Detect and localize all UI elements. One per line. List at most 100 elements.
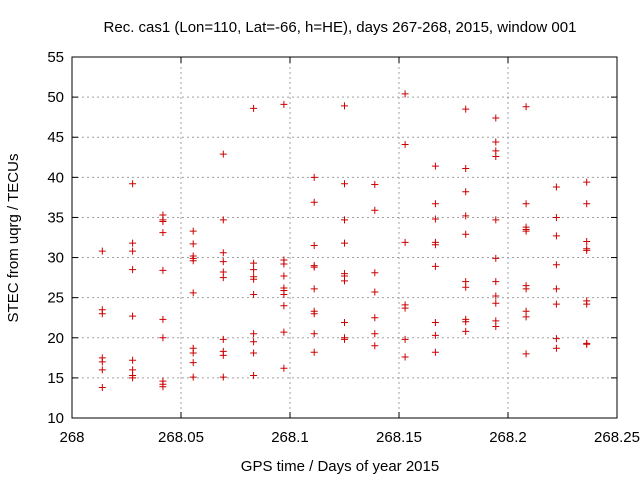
data-point (159, 334, 167, 342)
data-point (371, 206, 379, 214)
data-point (462, 188, 470, 196)
data-point (462, 318, 470, 326)
data-point (310, 285, 318, 293)
data-point (310, 173, 318, 181)
data-point (280, 328, 288, 336)
data-point (462, 165, 470, 173)
data-point (431, 200, 439, 208)
data-point (401, 335, 409, 343)
data-point (401, 238, 409, 246)
data-point (98, 247, 106, 255)
data-point (583, 238, 591, 246)
data-point (129, 356, 137, 364)
data-point (219, 216, 227, 224)
data-point (552, 335, 560, 343)
data-point (371, 314, 379, 322)
data-point (522, 200, 530, 208)
data-point (310, 330, 318, 338)
data-point (522, 227, 530, 235)
x-tick-label: 268.05 (158, 429, 204, 446)
data-point (341, 277, 348, 285)
axis-ticks (71, 56, 618, 419)
data-point (552, 232, 560, 240)
data-point (159, 266, 167, 274)
data-point (250, 349, 258, 357)
data-point (129, 374, 137, 382)
data-point (129, 239, 137, 247)
data-point (492, 254, 500, 262)
data-point (552, 285, 560, 293)
data-point (189, 359, 197, 367)
y-tick-label: 50 (47, 89, 64, 106)
data-point (129, 312, 137, 320)
data-point (462, 105, 470, 113)
data-point (371, 181, 379, 189)
data-point (280, 364, 288, 372)
data-point (552, 344, 560, 352)
data-point (431, 262, 439, 270)
data-point (341, 319, 348, 327)
data-point (250, 266, 258, 274)
data-point (310, 348, 318, 356)
data-point (159, 229, 167, 237)
data-point (583, 246, 591, 254)
data-point (280, 260, 288, 268)
tick-labels: 268 268.05 268.1 268.15 268.2 268.25 10 15 20 25 3… (47, 49, 640, 446)
data-point (583, 300, 591, 308)
data-point (341, 335, 348, 343)
data-point (462, 230, 470, 238)
data-point (431, 319, 439, 327)
data-point (189, 289, 197, 297)
data-point (462, 327, 470, 335)
data-point (401, 353, 409, 361)
data-point (371, 342, 379, 350)
data-point (219, 335, 227, 343)
chart-title: Rec. cas1 (Lon=110, Lat=-66, h=HE), days… (104, 19, 577, 36)
grid-lines (72, 57, 617, 418)
data-point (98, 384, 106, 392)
data-point (341, 239, 348, 247)
data-point (522, 350, 530, 358)
data-point (189, 227, 197, 235)
data-point (462, 283, 470, 291)
data-point (310, 263, 318, 271)
data-point (189, 349, 197, 357)
data-point (310, 198, 318, 206)
y-tick-label: 20 (47, 330, 64, 347)
y-tick-label: 35 (47, 209, 64, 226)
data-point (159, 383, 167, 391)
y-tick-label: 30 (47, 250, 64, 267)
data-point (431, 331, 439, 339)
y-tick-label: 15 (47, 370, 64, 387)
data-points (98, 90, 591, 392)
data-point (98, 310, 106, 318)
data-point (250, 338, 258, 346)
data-point (492, 114, 500, 122)
y-tick-label: 25 (47, 290, 64, 307)
data-point (431, 348, 439, 356)
y-axis-label: STEC from uqrg / TECUs (5, 154, 22, 323)
data-point (583, 200, 591, 208)
x-tick-label: 268 (59, 429, 84, 446)
data-point (371, 288, 379, 296)
data-point (371, 269, 379, 277)
data-point (250, 104, 258, 112)
y-tick-label: 40 (47, 169, 64, 186)
data-point (401, 304, 409, 312)
data-point (371, 330, 379, 338)
data-point (159, 315, 167, 323)
x-tick-label: 268.25 (594, 429, 640, 446)
data-point (552, 300, 560, 308)
y-tick-label: 45 (47, 129, 64, 146)
data-point (583, 340, 591, 348)
data-point (250, 371, 258, 379)
data-point (219, 150, 227, 158)
data-point (310, 310, 318, 318)
x-tick-label: 268.15 (376, 429, 422, 446)
data-point (492, 138, 500, 146)
data-point (189, 240, 197, 248)
data-point (492, 152, 500, 160)
data-point (219, 373, 227, 381)
data-point (552, 261, 560, 269)
data-point (219, 274, 227, 282)
